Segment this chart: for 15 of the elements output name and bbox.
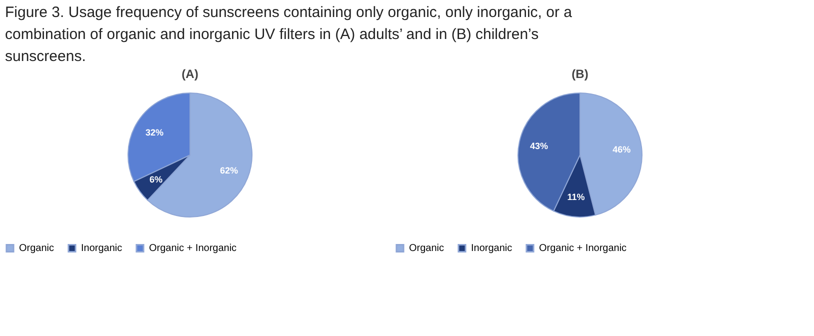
data-label: 62% <box>220 165 238 176</box>
caption: Figure 3. Usage frequency of sunscreens containing only organic, only inorganic, or a combination of organic and inorganic UV filters in (A) adults’ and in (B) children’s sunscreens. <box>5 4 573 65</box>
legend-label: Inorganic <box>471 243 512 254</box>
chart-title: (B) <box>572 67 588 81</box>
legend-label: Inorganic <box>81 243 122 254</box>
data-label: 46% <box>612 144 631 155</box>
legend-label: Organic + Inorganic <box>149 243 237 254</box>
data-label: 43% <box>530 140 548 151</box>
chart-title: (A) <box>182 67 198 81</box>
data-label: 6% <box>150 174 163 185</box>
legend-label: Organic <box>409 243 444 254</box>
data-label: 32% <box>146 127 164 138</box>
data-label: 11% <box>567 192 585 202</box>
legend-label: Organic + Inorganic <box>539 243 627 254</box>
legend-label: Organic <box>19 243 54 254</box>
